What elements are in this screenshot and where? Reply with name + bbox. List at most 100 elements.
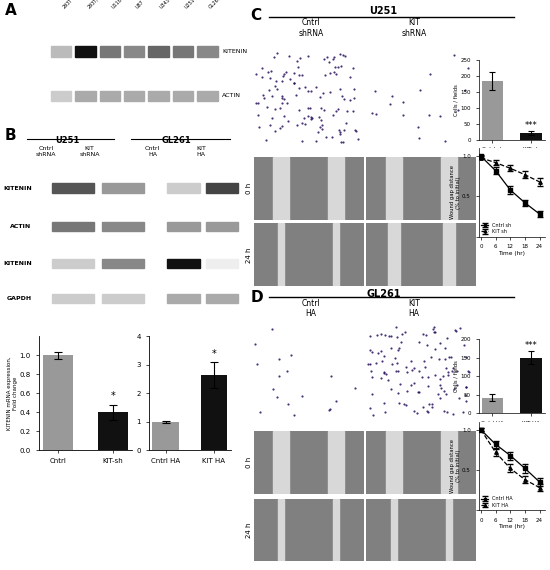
Point bbox=[398, 330, 406, 339]
Text: 0 h: 0 h bbox=[246, 457, 252, 469]
Point bbox=[341, 51, 350, 60]
Point bbox=[340, 125, 349, 134]
Bar bbox=[75, 91, 96, 101]
Point bbox=[452, 381, 461, 390]
Text: KITENIN: KITENIN bbox=[222, 49, 248, 54]
Point bbox=[367, 389, 376, 398]
Point bbox=[350, 384, 359, 393]
Bar bbox=[388, 223, 400, 286]
Point bbox=[306, 112, 315, 121]
Point bbox=[258, 91, 267, 100]
Point bbox=[317, 104, 326, 113]
Point bbox=[333, 104, 342, 113]
Point bbox=[319, 88, 328, 97]
Bar bbox=[441, 431, 456, 494]
Point bbox=[402, 363, 410, 372]
Point bbox=[254, 111, 262, 120]
Point bbox=[262, 136, 271, 145]
Point bbox=[314, 128, 323, 137]
Point bbox=[416, 86, 425, 95]
Text: ACTIN: ACTIN bbox=[10, 224, 32, 229]
Bar bbox=[309, 431, 328, 494]
Point bbox=[439, 386, 448, 395]
Point bbox=[431, 328, 439, 337]
Point bbox=[290, 78, 299, 87]
Point bbox=[461, 86, 470, 95]
Bar bbox=[197, 91, 218, 101]
Point bbox=[331, 63, 339, 72]
Point bbox=[353, 135, 362, 144]
Point bbox=[329, 52, 338, 62]
Point bbox=[455, 393, 464, 402]
Text: 24 h: 24 h bbox=[246, 247, 252, 263]
Point bbox=[431, 345, 439, 354]
Point bbox=[422, 407, 431, 416]
Point bbox=[368, 109, 377, 118]
Bar bbox=[333, 499, 339, 561]
Point bbox=[293, 121, 302, 130]
Point bbox=[428, 399, 437, 408]
Point bbox=[328, 54, 337, 63]
Point bbox=[317, 115, 326, 124]
Point bbox=[332, 397, 340, 406]
Bar bbox=[421, 499, 446, 561]
Point bbox=[450, 325, 459, 335]
Bar bbox=[100, 46, 120, 57]
Bar bbox=[481, 398, 503, 413]
Point bbox=[348, 106, 357, 115]
Point bbox=[442, 408, 451, 417]
Point bbox=[434, 389, 443, 398]
Point bbox=[334, 62, 343, 71]
Point bbox=[410, 406, 419, 416]
Bar bbox=[273, 431, 289, 494]
Point bbox=[272, 76, 280, 86]
Bar bbox=[366, 157, 386, 220]
Point bbox=[448, 364, 457, 373]
Point bbox=[409, 364, 418, 373]
Text: C: C bbox=[251, 8, 262, 23]
Point bbox=[387, 92, 396, 101]
Text: U118: U118 bbox=[111, 0, 123, 9]
Point bbox=[280, 112, 289, 121]
Point bbox=[436, 381, 444, 390]
Bar bbox=[333, 223, 339, 286]
Point bbox=[339, 137, 348, 146]
Point bbox=[380, 352, 389, 361]
Point bbox=[306, 87, 315, 96]
Point bbox=[441, 137, 450, 146]
Point bbox=[294, 84, 303, 93]
Point bbox=[421, 331, 430, 340]
Text: KIT
HA: KIT HA bbox=[196, 146, 206, 157]
Point bbox=[318, 125, 327, 134]
Point bbox=[431, 371, 440, 380]
Point bbox=[283, 116, 292, 125]
Point bbox=[393, 359, 402, 368]
Bar bbox=[309, 223, 333, 286]
Point bbox=[414, 388, 422, 397]
Bar bbox=[284, 223, 309, 286]
Point bbox=[414, 134, 423, 143]
Point bbox=[366, 359, 375, 368]
Point bbox=[255, 122, 263, 131]
Point bbox=[278, 91, 287, 100]
Point bbox=[266, 74, 274, 83]
Point bbox=[458, 408, 467, 417]
Point bbox=[443, 370, 452, 379]
Bar bbox=[421, 223, 443, 286]
Point bbox=[277, 121, 286, 131]
Point bbox=[334, 126, 343, 135]
Y-axis label: Wound gap distance
(% to initial): Wound gap distance (% to initial) bbox=[450, 165, 461, 219]
Point bbox=[326, 68, 334, 77]
Point bbox=[440, 354, 449, 363]
X-axis label: Time (hr): Time (hr) bbox=[498, 524, 525, 529]
Point bbox=[285, 51, 294, 60]
Point bbox=[419, 402, 428, 411]
Point bbox=[397, 337, 406, 346]
Point bbox=[449, 385, 458, 394]
Point bbox=[286, 74, 295, 83]
Point bbox=[426, 352, 435, 361]
Text: KIT
shRNA: KIT shRNA bbox=[402, 18, 426, 38]
Point bbox=[461, 397, 470, 406]
Point bbox=[461, 382, 470, 391]
Point bbox=[443, 368, 452, 377]
